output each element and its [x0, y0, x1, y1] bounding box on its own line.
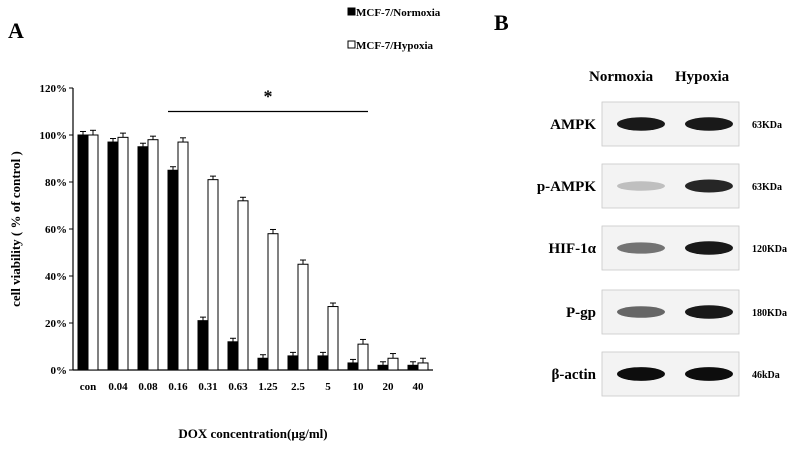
band-normoxia [617, 181, 665, 191]
blot-size-label: 63KDa [752, 120, 782, 131]
bar-normoxia [167, 169, 179, 371]
x-tick-label: 1.25 [258, 381, 278, 393]
bar-hypoxia [117, 136, 129, 371]
bar-normoxia [197, 320, 209, 371]
bar-hypoxia [237, 200, 249, 371]
bar-hypoxia [147, 139, 159, 371]
y-tick-label: 60% [45, 224, 67, 236]
bar-normoxia [107, 141, 119, 371]
x-tick-label: 10 [353, 381, 365, 393]
legend: MCF-7/Normoxia MCF-7/Hypoxia [347, 7, 441, 52]
y-tick-label: 80% [45, 177, 67, 189]
blot-size-label: 120KDa [752, 244, 787, 255]
y-axis-label: cell viability ( % of control ) [8, 151, 23, 307]
y-tick-label: 20% [45, 318, 67, 330]
x-ticks: con 0.04 0.08 0.16 0.31 0.63 1.25 2.5 5 10 20 40 [80, 381, 424, 393]
bar-normoxia [377, 364, 389, 371]
x-axis-label: DOX concentration(μg/ml) [178, 426, 327, 441]
x-tick-label: 2.5 [291, 381, 305, 393]
x-tick-label: 0.31 [198, 381, 217, 393]
y-ticks: 0% 20% 40% 60% 80% 100% 120% [40, 83, 73, 377]
blot-protein-label: β-actin [551, 367, 596, 383]
blot-header-normoxia: Normoxia [589, 69, 654, 85]
y-tick-label: 0% [51, 365, 68, 377]
bar-normoxia [137, 146, 149, 371]
panel-b-letter: B [494, 10, 509, 35]
bar-normoxia [227, 341, 239, 371]
bar-normoxia [317, 355, 329, 371]
legend-swatch-normoxia [347, 7, 356, 16]
y-tick-label: 120% [40, 83, 68, 95]
blot-header-hypoxia: Hypoxia [675, 69, 730, 85]
band-normoxia [617, 242, 665, 254]
bar-hypoxia [357, 343, 369, 371]
blot-protein-label: P-gp [566, 305, 596, 321]
bars [77, 129, 429, 371]
bar-hypoxia [207, 179, 219, 371]
bar-hypoxia [417, 362, 429, 371]
blot-size-label: 180KDa [752, 308, 787, 319]
bar-hypoxia [267, 233, 279, 371]
band-hypoxia [685, 305, 733, 319]
bar-hypoxia [87, 134, 99, 371]
bar-hypoxia [177, 141, 189, 371]
blot-protein-label: HIF-1α [548, 241, 596, 257]
blot-protein-label: AMPK [550, 117, 596, 133]
x-tick-label: 5 [325, 381, 331, 393]
band-hypoxia [685, 367, 733, 381]
bar-normoxia [77, 134, 89, 371]
y-tick-label: 40% [45, 271, 67, 283]
blot-size-label: 46kDa [752, 370, 780, 381]
legend-label-hypoxia: MCF-7/Hypoxia [356, 40, 433, 52]
blot-protein-label: p-AMPK [537, 179, 596, 195]
significance-star: * [264, 87, 273, 107]
x-tick-label: con [80, 381, 97, 393]
band-normoxia [617, 367, 665, 381]
bar-normoxia [287, 355, 299, 371]
band-normoxia [617, 306, 665, 318]
band-hypoxia [685, 117, 733, 131]
blot-size-label: 63KDa [752, 182, 782, 193]
x-tick-label: 0.04 [108, 381, 128, 393]
x-tick-label: 0.63 [228, 381, 248, 393]
bar-normoxia [347, 362, 359, 371]
bar-hypoxia [297, 263, 309, 371]
legend-label-normoxia: MCF-7/Normoxia [356, 7, 441, 19]
significance-marker: * [168, 87, 368, 113]
y-tick-label: 100% [40, 130, 68, 142]
x-tick-label: 40 [413, 381, 425, 393]
bar-hypoxia [387, 357, 399, 371]
bar-hypoxia [327, 306, 339, 371]
bar-normoxia [257, 357, 269, 371]
x-tick-label: 0.16 [168, 381, 188, 393]
band-normoxia [617, 117, 665, 131]
legend-swatch-hypoxia [347, 40, 356, 49]
x-tick-label: 20 [383, 381, 395, 393]
western-blot: AMPK 63KDa p-AMPK 63KDa HIF-1α 120KDa P-gp 180K… [537, 101, 787, 397]
band-hypoxia [685, 179, 733, 193]
band-hypoxia [685, 241, 733, 255]
x-tick-label: 0.08 [138, 381, 158, 393]
bar-normoxia [407, 364, 419, 371]
panel-a-letter: A [8, 18, 24, 43]
